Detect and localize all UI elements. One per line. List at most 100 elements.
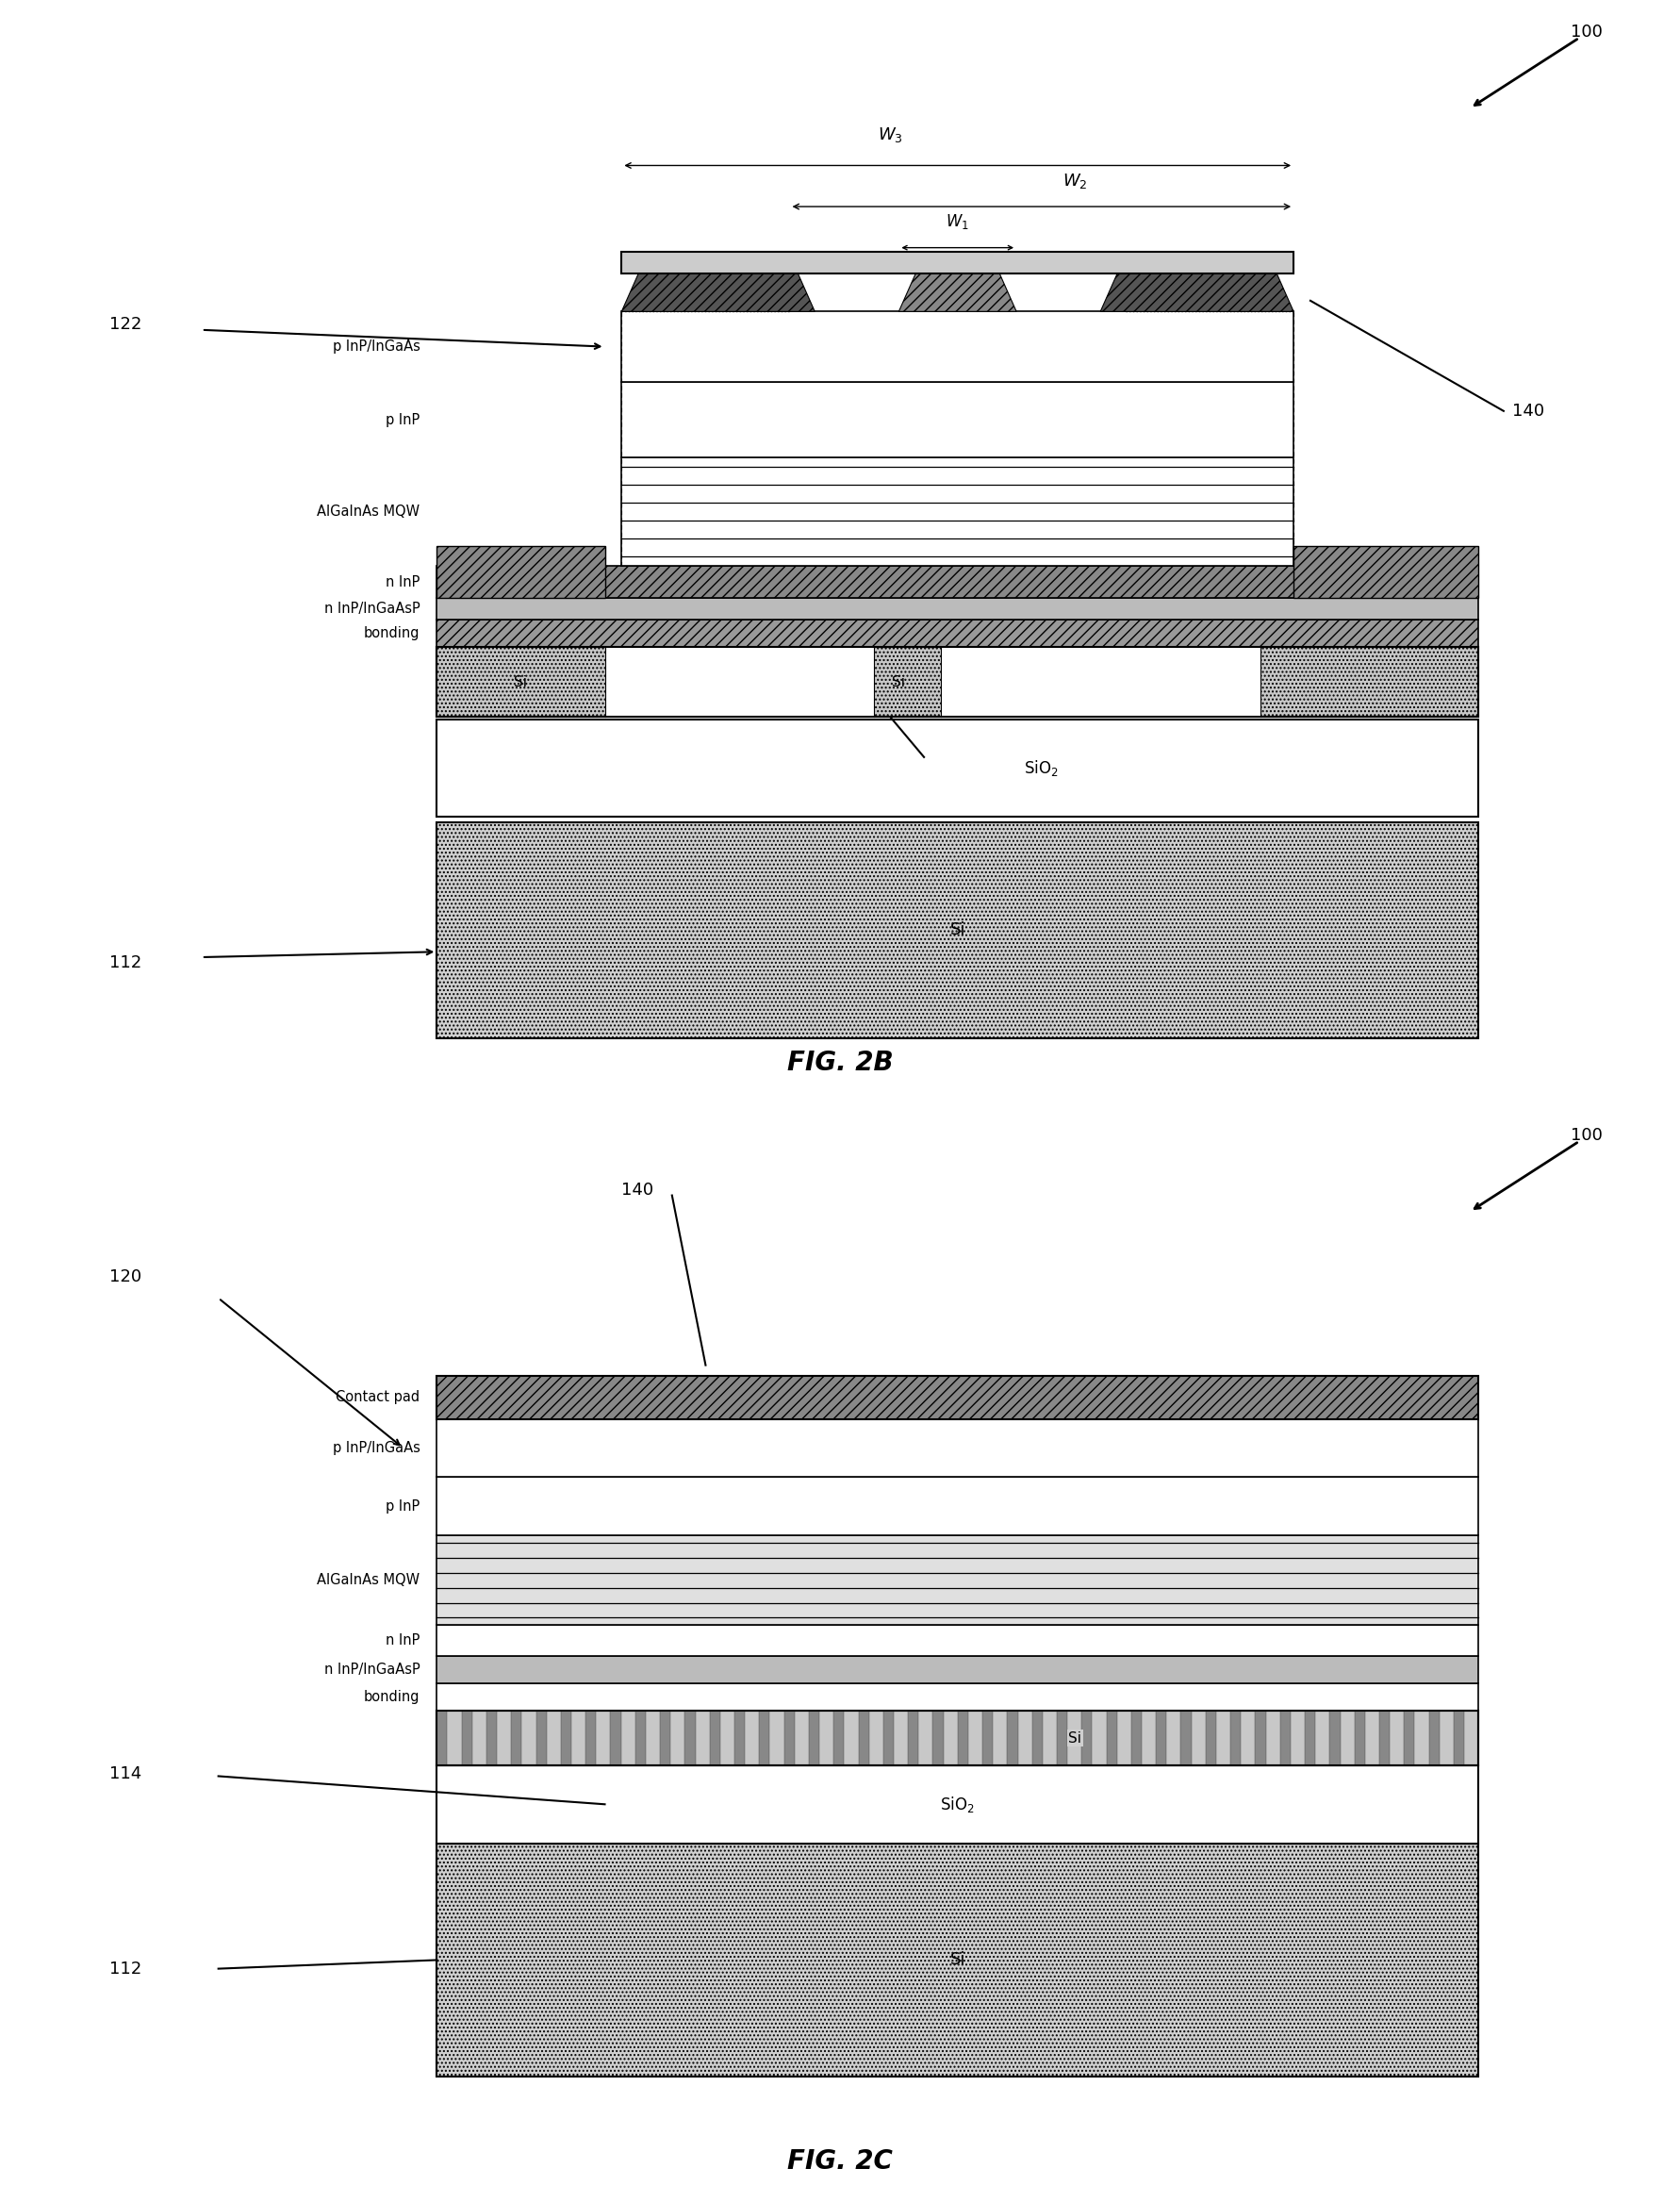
Bar [1206, 1711, 1216, 1765]
Bar [437, 546, 605, 599]
Text: bonding: bonding [365, 1691, 420, 1704]
Text: p InP: p InP [386, 1499, 420, 1514]
Bar [437, 1711, 1478, 1765]
Text: n InP: n InP [386, 575, 420, 590]
Bar [622, 382, 1294, 457]
Bar [622, 251, 1294, 273]
Bar [1354, 1711, 1364, 1765]
Bar [437, 1656, 1478, 1685]
Bar [983, 1711, 993, 1765]
Bar [932, 1711, 944, 1765]
Text: 112: 112 [109, 1960, 141, 1977]
Bar [437, 1536, 1478, 1626]
Bar [536, 1711, 546, 1765]
Text: Si: Si [949, 1951, 966, 1969]
Bar [1008, 1711, 1018, 1765]
Text: FIG. 2B: FIG. 2B [786, 1049, 894, 1077]
Text: AlGaInAs MQW: AlGaInAs MQW [318, 505, 420, 518]
Text: 122: 122 [109, 317, 141, 332]
Bar [1404, 1711, 1415, 1765]
Bar [437, 647, 1478, 717]
Text: 140: 140 [1512, 402, 1544, 420]
Bar [1131, 1711, 1142, 1765]
Bar [437, 647, 1478, 717]
Bar [1379, 1711, 1389, 1765]
Bar [437, 1685, 1478, 1711]
Bar [1453, 1711, 1465, 1765]
Text: Si: Si [949, 922, 966, 940]
Bar [437, 822, 1478, 1038]
Bar [437, 1844, 1478, 2076]
Text: Si: Si [892, 675, 906, 688]
Bar [610, 1711, 622, 1765]
Text: $W_3$: $W_3$ [877, 125, 904, 144]
Bar [808, 1711, 820, 1765]
Bar [437, 1765, 1478, 1844]
Bar [709, 1711, 721, 1765]
Text: 114: 114 [109, 1765, 141, 1783]
Bar [511, 1711, 522, 1765]
Bar [833, 1711, 843, 1765]
Bar [437, 566, 1478, 599]
Bar [1032, 1711, 1043, 1765]
Polygon shape [1100, 273, 1294, 312]
Text: p InP/InGaAs: p InP/InGaAs [333, 1440, 420, 1455]
Text: $W_2$: $W_2$ [1063, 170, 1087, 190]
Text: FIG. 2C: FIG. 2C [788, 2148, 892, 2174]
Bar [487, 1711, 497, 1765]
Text: 100: 100 [1571, 24, 1603, 42]
Bar [1280, 1711, 1290, 1765]
Bar [437, 1477, 1478, 1536]
Bar [622, 457, 1294, 566]
Text: n InP: n InP [386, 1634, 420, 1647]
Text: SiO$_2$: SiO$_2$ [1025, 758, 1058, 778]
Text: p InP: p InP [386, 413, 420, 426]
Bar [1057, 1711, 1067, 1765]
Bar [1305, 1711, 1315, 1765]
Bar [685, 1711, 696, 1765]
Text: SiO$_2$: SiO$_2$ [941, 1794, 974, 1814]
Bar [437, 599, 1478, 621]
Bar [437, 1711, 1478, 1765]
Bar [437, 1626, 1478, 1656]
Bar [635, 1711, 645, 1765]
Bar [1329, 1711, 1341, 1765]
Text: n InP/InGaAsP: n InP/InGaAsP [324, 601, 420, 616]
Bar [958, 1711, 968, 1765]
Text: 112: 112 [109, 955, 141, 970]
Text: p InP/InGaAs: p InP/InGaAs [333, 339, 420, 354]
Bar [785, 1711, 795, 1765]
Bar [1230, 1711, 1242, 1765]
Text: 140: 140 [622, 1182, 654, 1197]
Bar [437, 1377, 1478, 1418]
Bar [437, 1418, 1478, 1477]
Bar [561, 1711, 571, 1765]
Bar [1181, 1711, 1191, 1765]
Text: Contact pad: Contact pad [336, 1390, 420, 1405]
Bar [1294, 546, 1478, 599]
Bar [660, 1711, 670, 1765]
Bar [437, 719, 1478, 817]
Bar [858, 1711, 869, 1765]
Bar [1255, 1711, 1265, 1765]
Text: bonding: bonding [365, 627, 420, 640]
Bar [1082, 1711, 1092, 1765]
Bar [941, 647, 1260, 717]
Bar [734, 1711, 744, 1765]
Bar [759, 1711, 769, 1765]
Text: 120: 120 [109, 1267, 141, 1285]
Bar [586, 1711, 596, 1765]
Text: n InP/InGaAsP: n InP/InGaAsP [324, 1663, 420, 1678]
Bar [1428, 1711, 1440, 1765]
Bar [605, 647, 874, 717]
Bar [907, 1711, 919, 1765]
Polygon shape [899, 273, 1016, 312]
Bar [462, 1711, 472, 1765]
Bar [622, 312, 1294, 382]
Bar [1107, 1711, 1117, 1765]
Bar [884, 1711, 894, 1765]
Text: 100: 100 [1571, 1127, 1603, 1145]
Polygon shape [622, 273, 815, 312]
Text: AlGaInAs MQW: AlGaInAs MQW [318, 1573, 420, 1588]
Bar [437, 1711, 447, 1765]
